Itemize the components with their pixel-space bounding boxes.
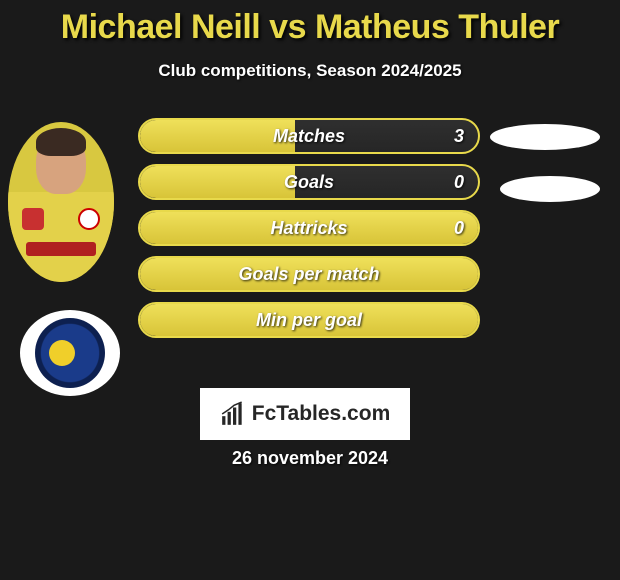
stat-label: Hattricks: [140, 212, 478, 244]
stat-row-goals-per-match: Goals per match: [138, 256, 480, 292]
player-shirt: [8, 192, 114, 282]
chart-icon: [220, 401, 246, 427]
club-logo-inner: [35, 318, 105, 388]
stat-value: 0: [454, 212, 464, 244]
stat-value: 3: [454, 120, 464, 152]
stat-label: Goals: [140, 166, 478, 198]
branding-text: FcTables.com: [252, 402, 391, 426]
stats-panel: Matches 3 Goals 0 Hattricks 0 Goals per …: [138, 118, 480, 348]
stat-label: Goals per match: [140, 258, 478, 290]
right-club-logo-placeholder: [500, 176, 600, 202]
stat-label: Matches: [140, 120, 478, 152]
shirt-badge-left: [22, 208, 44, 230]
stat-row-min-per-goal: Min per goal: [138, 302, 480, 338]
shirt-badge-right: [78, 208, 100, 230]
date-label: 26 november 2024: [0, 448, 620, 469]
subtitle: Club competitions, Season 2024/2025: [0, 61, 620, 81]
stat-row-hattricks: Hattricks 0: [138, 210, 480, 246]
stat-label: Min per goal: [140, 304, 478, 336]
stat-value: 0: [454, 166, 464, 198]
shirt-sponsor: [26, 242, 96, 256]
stat-row-matches: Matches 3: [138, 118, 480, 154]
right-player-photo-placeholder: [490, 124, 600, 150]
player-hair: [36, 128, 86, 156]
branding-badge: FcTables.com: [200, 388, 410, 440]
page-title: Michael Neill vs Matheus Thuler: [0, 0, 620, 47]
left-club-logo: [20, 310, 120, 396]
left-player-photo: [8, 122, 114, 282]
stat-row-goals: Goals 0: [138, 164, 480, 200]
